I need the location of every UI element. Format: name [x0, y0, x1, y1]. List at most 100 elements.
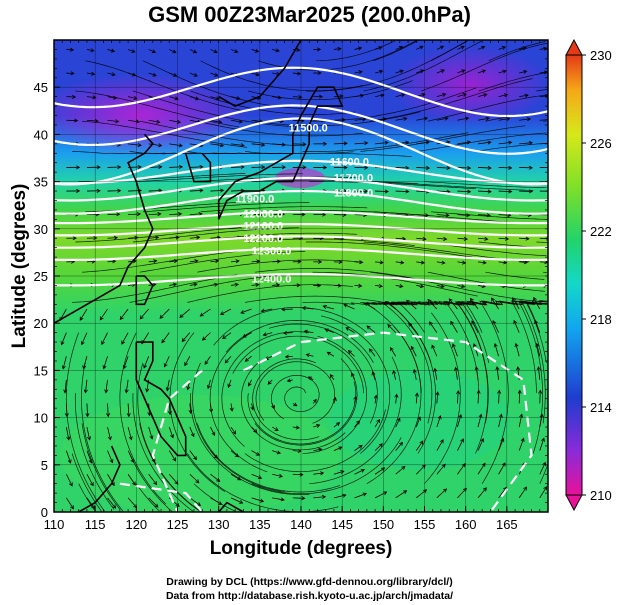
streamline — [81, 423, 121, 510]
wind-arrow-head — [358, 70, 363, 75]
wind-arrow-head — [439, 439, 444, 444]
wind-arrow — [477, 190, 492, 193]
contour-label: 12100.0 — [243, 221, 283, 233]
wind-arrow — [248, 379, 252, 387]
wind-arrow-head — [286, 378, 292, 383]
wind-arrow — [189, 497, 201, 506]
streamline — [315, 40, 396, 62]
wind-arrow-head — [101, 340, 105, 346]
wind-arrow-head — [199, 164, 204, 169]
x-tick-label: 165 — [496, 517, 518, 532]
wind-arrow-head — [405, 165, 410, 170]
wind-arrow — [436, 285, 444, 288]
streamline — [421, 42, 548, 92]
wind-arrow — [86, 96, 96, 99]
streamline — [192, 362, 285, 493]
wind-arrow-head — [293, 402, 298, 407]
wind-arrow-head — [460, 45, 465, 50]
wind-arrow-head — [472, 343, 477, 348]
wind-arrow-head — [201, 336, 207, 341]
wind-arrow — [415, 416, 421, 428]
wind-arrow-head — [302, 142, 307, 147]
wind-arrow — [107, 237, 118, 239]
wind-arrow-head — [237, 476, 242, 481]
x-tick-label: 135 — [249, 517, 271, 532]
wind-arrow-head — [399, 69, 404, 74]
wind-arrow-head — [240, 164, 245, 170]
streamline — [132, 393, 195, 512]
streamline — [312, 271, 478, 297]
streamline — [142, 202, 310, 213]
streamline — [72, 274, 238, 303]
y-tick-label: 40 — [34, 127, 48, 142]
wind-arrow-head — [195, 479, 200, 484]
wind-arrow-head — [181, 337, 186, 343]
wind-arrow — [251, 260, 260, 263]
wind-arrow — [189, 473, 200, 484]
wind-arrow — [272, 96, 282, 99]
wind-arrow — [189, 49, 197, 53]
wind-arrow-head — [199, 188, 204, 193]
streamline — [209, 332, 268, 473]
wind-arrow — [272, 284, 280, 286]
wind-arrow — [457, 141, 471, 145]
wind-arrow — [457, 117, 469, 121]
wind-arrow — [477, 487, 487, 499]
wind-arrow — [519, 47, 527, 50]
wind-arrow — [518, 486, 527, 499]
wind-arrow — [477, 414, 482, 428]
wind-arrow — [189, 189, 203, 192]
wind-arrow-head — [177, 211, 183, 217]
wind-arrow — [539, 486, 547, 499]
wind-arrow-head — [219, 143, 225, 148]
wind-arrow — [354, 71, 363, 74]
contour-label: 11700.0 — [334, 173, 373, 185]
wind-arrow-head — [227, 383, 232, 388]
wind-arrow-head — [458, 413, 463, 419]
contour-label: 12200.0 — [243, 233, 283, 245]
wind-arrow-head — [69, 482, 73, 487]
wind-arrow — [313, 448, 322, 452]
wind-arrow — [477, 237, 488, 240]
wind-arrow-head — [379, 69, 384, 74]
wind-arrow — [457, 69, 465, 74]
wind-arrow — [169, 96, 179, 100]
y-tick-label: 35 — [34, 175, 48, 190]
wind-arrow — [313, 424, 320, 428]
wind-arrow — [496, 366, 499, 380]
wind-arrow — [210, 260, 219, 263]
wind-arrow — [492, 320, 499, 333]
wind-arrow — [415, 393, 418, 404]
wind-arrow-head — [93, 235, 98, 240]
wind-arrow — [436, 93, 446, 98]
streamline — [305, 241, 473, 258]
wind-arrow — [189, 260, 198, 263]
colorbar-bottom-arrow — [565, 494, 583, 512]
wind-arrow-head — [508, 165, 513, 170]
wind-arrow — [292, 49, 300, 51]
wind-arrow — [395, 167, 409, 169]
contour-label: 11500.0 — [289, 123, 328, 135]
wind-arrow — [436, 117, 448, 121]
wind-arrow-head — [481, 69, 487, 74]
wind-arrow — [251, 426, 258, 433]
wind-arrow-head — [337, 46, 342, 51]
wind-arrow — [457, 285, 465, 288]
wind-arrow-head — [387, 324, 392, 329]
wind-arrow-head — [508, 140, 513, 145]
wind-arrow-head — [528, 140, 533, 145]
streamline — [270, 374, 320, 420]
wind-arrow — [313, 472, 324, 475]
streamline — [213, 307, 368, 346]
streamline — [424, 181, 547, 189]
wind-arrow — [189, 236, 200, 239]
wind-arrow-head — [343, 165, 348, 170]
wind-arrow — [477, 285, 486, 288]
wind-arrow-head — [255, 72, 260, 77]
wind-arrow-head — [550, 166, 553, 169]
x-tick-label: 120 — [125, 517, 147, 532]
wind-arrow-head — [456, 390, 461, 395]
wind-arrow — [86, 450, 92, 463]
wind-arrow-head — [240, 310, 245, 314]
wind-arrow-head — [480, 438, 484, 443]
